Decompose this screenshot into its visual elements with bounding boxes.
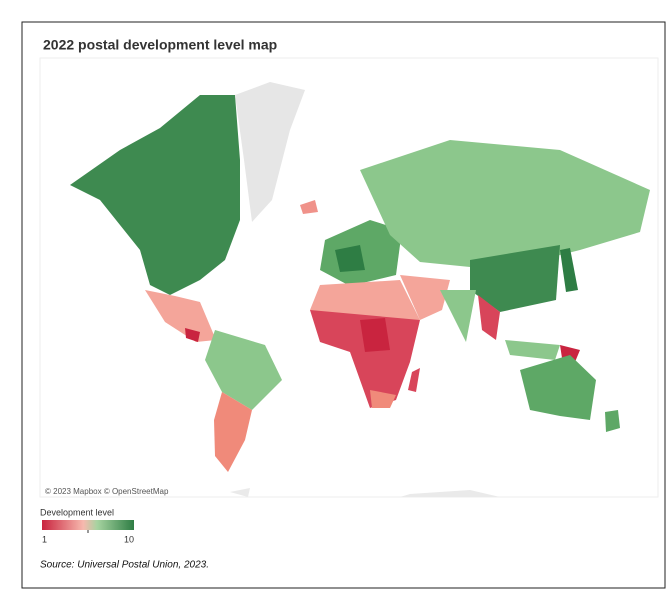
map-title: 2022 postal development level map (43, 37, 277, 53)
north-america (70, 95, 240, 295)
middle-east (400, 275, 450, 320)
map (39, 57, 659, 498)
legend-min: 1 (42, 534, 47, 544)
source: Source: Universal Postal Union, 2023. (40, 560, 209, 571)
indonesia (505, 340, 560, 360)
southern-africa (370, 390, 396, 408)
russia-central-asia (360, 140, 650, 270)
central-america (145, 290, 216, 342)
japan (560, 248, 578, 292)
sub-saharan-africa (310, 310, 420, 408)
india (440, 290, 476, 342)
southeast-asia (478, 295, 500, 340)
legend-gradient (42, 520, 134, 530)
iceland (300, 200, 318, 214)
legend-max: 10 (124, 534, 134, 544)
western-europe (335, 245, 365, 272)
central-africa (360, 318, 390, 352)
china (470, 245, 560, 312)
south-america-south (214, 392, 252, 472)
legend-title: Development level (40, 507, 114, 517)
south-america-north (205, 330, 282, 410)
madagascar (408, 368, 420, 392)
antarctica (230, 488, 500, 497)
central-america-red (185, 328, 200, 342)
new-zealand (605, 410, 620, 432)
greenland (235, 82, 305, 222)
australia (520, 355, 596, 420)
attribution: © 2023 Mapbox © OpenStreetMap (45, 487, 169, 496)
